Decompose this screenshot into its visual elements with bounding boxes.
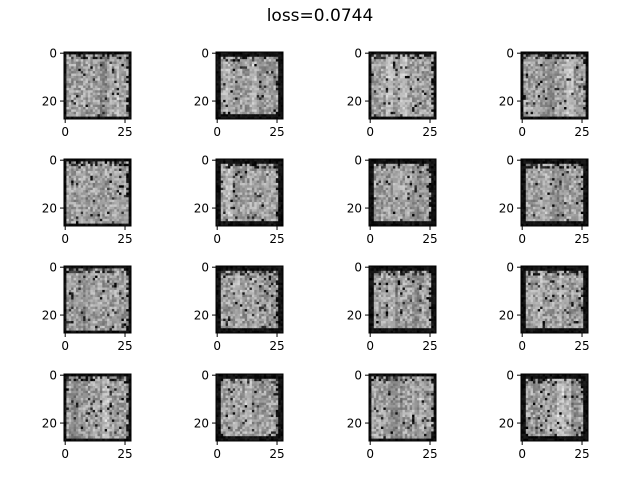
- x-tick-label: 25: [574, 232, 589, 246]
- y-tick-label: 20: [347, 309, 362, 323]
- x-tick-label: 0: [366, 447, 374, 461]
- sample-image: [369, 374, 436, 441]
- y-tick-label: 20: [499, 417, 514, 431]
- x-tick-label: 25: [269, 125, 284, 139]
- sample-image: [216, 266, 283, 333]
- x-tick-label: 0: [61, 339, 69, 353]
- y-tick-label: 20: [499, 202, 514, 216]
- sample-panel-2: 0 25 0 20: [194, 47, 285, 139]
- sample-panel-1: 0 25 0 20: [42, 47, 133, 139]
- sample-image: [64, 159, 131, 226]
- sample-panel-15: 0 25 0 20: [347, 369, 438, 461]
- y-tick-label: 0: [201, 261, 209, 275]
- sample-image: [216, 159, 283, 226]
- y-tick-label: 20: [194, 309, 209, 323]
- x-tick-label: 0: [61, 232, 69, 246]
- y-tick-label: 0: [506, 261, 514, 275]
- y-tick-label: 20: [194, 417, 209, 431]
- y-tick-label: 20: [347, 95, 362, 109]
- x-tick-label: 0: [61, 125, 69, 139]
- sample-panel-9: 0 25 0 20: [42, 261, 133, 353]
- sample-panel-11: 0 25 0 20: [347, 261, 438, 353]
- y-tick-label: 20: [42, 95, 57, 109]
- y-tick-label: 0: [201, 47, 209, 61]
- x-tick-label: 0: [366, 232, 374, 246]
- x-tick-label: 0: [213, 125, 221, 139]
- sample-image: [369, 159, 436, 226]
- sample-panel-4: 0 25 0 20: [499, 47, 590, 139]
- y-tick-label: 20: [42, 309, 57, 323]
- sample-image: [216, 52, 283, 119]
- y-tick-label: 20: [499, 95, 514, 109]
- sample-image: [369, 266, 436, 333]
- y-tick-label: 0: [354, 47, 362, 61]
- x-tick-label: 25: [117, 339, 132, 353]
- sample-image: [64, 374, 131, 441]
- y-tick-label: 20: [347, 202, 362, 216]
- x-tick-label: 25: [117, 125, 132, 139]
- y-tick-label: 0: [49, 47, 57, 61]
- x-tick-label: 0: [61, 447, 69, 461]
- x-tick-label: 25: [574, 447, 589, 461]
- sample-panel-13: 0 25 0 20: [42, 369, 133, 461]
- x-tick-label: 0: [366, 125, 374, 139]
- sample-panel-14: 0 25 0 20: [194, 369, 285, 461]
- x-tick-label: 25: [117, 447, 132, 461]
- y-tick-label: 0: [354, 369, 362, 383]
- sample-image: [521, 159, 588, 226]
- sample-panel-6: 0 25 0 20: [194, 154, 285, 246]
- y-tick-label: 20: [194, 95, 209, 109]
- x-tick-label: 25: [117, 232, 132, 246]
- sample-image: [369, 52, 436, 119]
- x-tick-label: 25: [269, 447, 284, 461]
- x-tick-label: 25: [422, 447, 437, 461]
- x-tick-label: 0: [518, 232, 526, 246]
- y-tick-label: 0: [506, 369, 514, 383]
- x-tick-label: 0: [518, 339, 526, 353]
- sample-image: [64, 52, 131, 119]
- x-tick-label: 0: [213, 447, 221, 461]
- y-tick-label: 20: [194, 202, 209, 216]
- x-tick-label: 25: [269, 232, 284, 246]
- x-tick-label: 25: [422, 125, 437, 139]
- y-tick-label: 0: [506, 47, 514, 61]
- x-tick-label: 0: [518, 125, 526, 139]
- y-tick-label: 0: [49, 261, 57, 275]
- y-tick-label: 0: [354, 261, 362, 275]
- y-tick-label: 20: [499, 309, 514, 323]
- x-tick-label: 25: [422, 339, 437, 353]
- x-tick-label: 0: [366, 339, 374, 353]
- y-tick-label: 0: [354, 154, 362, 168]
- y-tick-label: 0: [49, 154, 57, 168]
- x-tick-label: 0: [213, 339, 221, 353]
- x-tick-label: 25: [574, 339, 589, 353]
- y-tick-label: 0: [201, 154, 209, 168]
- sample-image: [521, 374, 588, 441]
- sample-panel-16: 0 25 0 20: [499, 369, 590, 461]
- y-tick-label: 20: [42, 417, 57, 431]
- y-tick-label: 0: [49, 369, 57, 383]
- sample-panel-12: 0 25 0 20: [499, 261, 590, 353]
- x-tick-label: 25: [269, 339, 284, 353]
- sample-image: [521, 266, 588, 333]
- x-tick-label: 25: [422, 232, 437, 246]
- sample-panel-7: 0 25 0 20: [347, 154, 438, 246]
- sample-panel-5: 0 25 0 20: [42, 154, 133, 246]
- sample-image: [521, 52, 588, 119]
- sample-panel-3: 0 25 0 20: [347, 47, 438, 139]
- sample-image: [64, 266, 131, 333]
- y-tick-label: 0: [506, 154, 514, 168]
- y-tick-label: 20: [42, 202, 57, 216]
- sample-panel-8: 0 25 0 20: [499, 154, 590, 246]
- x-tick-label: 0: [213, 232, 221, 246]
- sample-panel-10: 0 25 0 20: [194, 261, 285, 353]
- figure-title: loss=0.0744: [0, 6, 640, 26]
- y-tick-label: 20: [347, 417, 362, 431]
- x-tick-label: 25: [574, 125, 589, 139]
- x-tick-label: 0: [518, 447, 526, 461]
- sample-image: [216, 374, 283, 441]
- y-tick-label: 0: [201, 369, 209, 383]
